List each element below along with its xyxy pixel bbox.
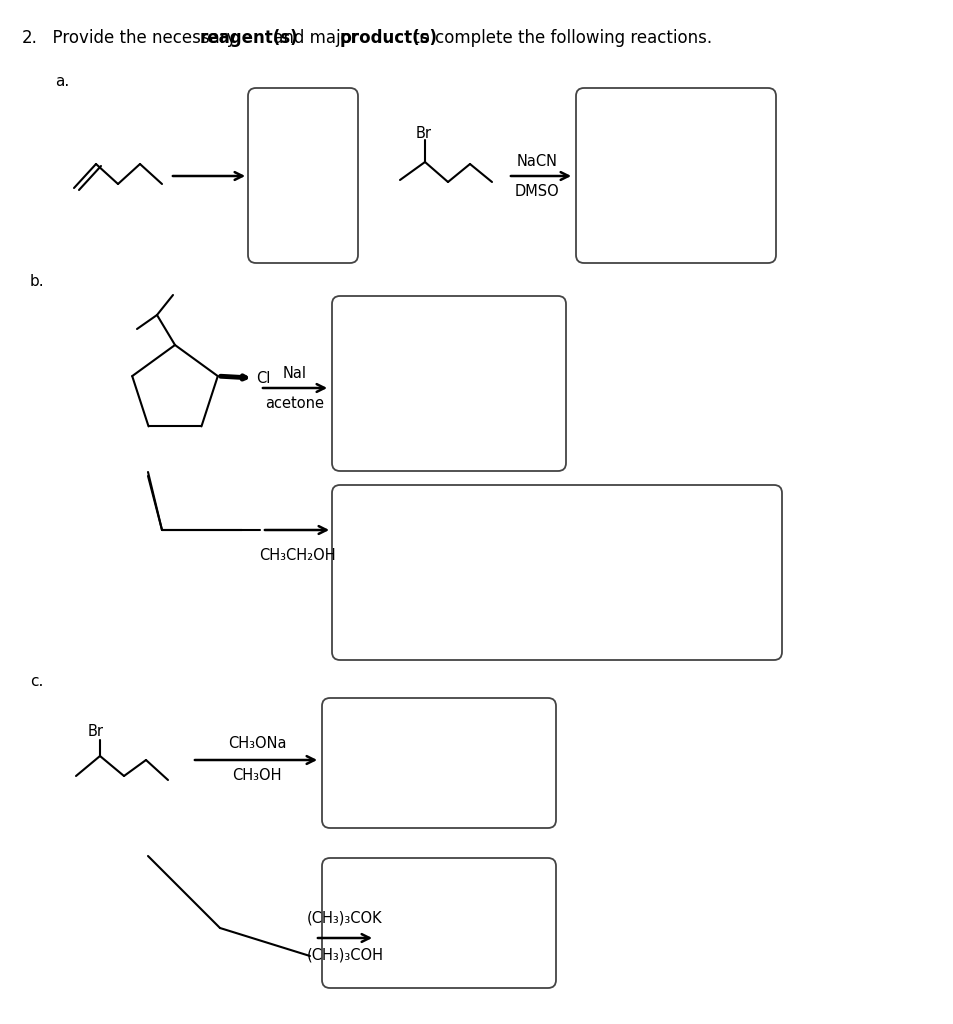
Text: (CH₃)₃COK: (CH₃)₃COK xyxy=(307,910,382,926)
Text: Provide the necessary: Provide the necessary xyxy=(42,29,241,47)
Text: c.: c. xyxy=(30,675,43,689)
Text: Br: Br xyxy=(416,127,432,141)
Text: CH₃OH: CH₃OH xyxy=(232,768,281,782)
Text: reagent(s): reagent(s) xyxy=(199,29,297,47)
Text: DMSO: DMSO xyxy=(514,184,558,200)
FancyBboxPatch shape xyxy=(322,698,556,828)
Text: a.: a. xyxy=(55,75,70,89)
Text: product(s): product(s) xyxy=(339,29,437,47)
FancyBboxPatch shape xyxy=(576,88,775,263)
Text: 2.: 2. xyxy=(22,29,38,47)
Text: (CH₃)₃COH: (CH₃)₃COH xyxy=(306,947,383,963)
Text: Cl: Cl xyxy=(255,371,270,386)
Text: NaCN: NaCN xyxy=(516,155,557,170)
Text: Br: Br xyxy=(88,725,104,739)
FancyBboxPatch shape xyxy=(322,858,556,988)
Text: and major: and major xyxy=(268,29,362,47)
Text: acetone: acetone xyxy=(265,396,324,412)
FancyBboxPatch shape xyxy=(332,485,781,660)
Text: CH₃CH₂OH: CH₃CH₂OH xyxy=(258,548,335,562)
FancyBboxPatch shape xyxy=(332,296,565,471)
Text: b.: b. xyxy=(30,274,45,290)
Text: CH₃ONa: CH₃ONa xyxy=(228,736,286,752)
Text: NaI: NaI xyxy=(283,366,307,381)
Text: to complete the following reactions.: to complete the following reactions. xyxy=(408,29,712,47)
FancyBboxPatch shape xyxy=(248,88,357,263)
